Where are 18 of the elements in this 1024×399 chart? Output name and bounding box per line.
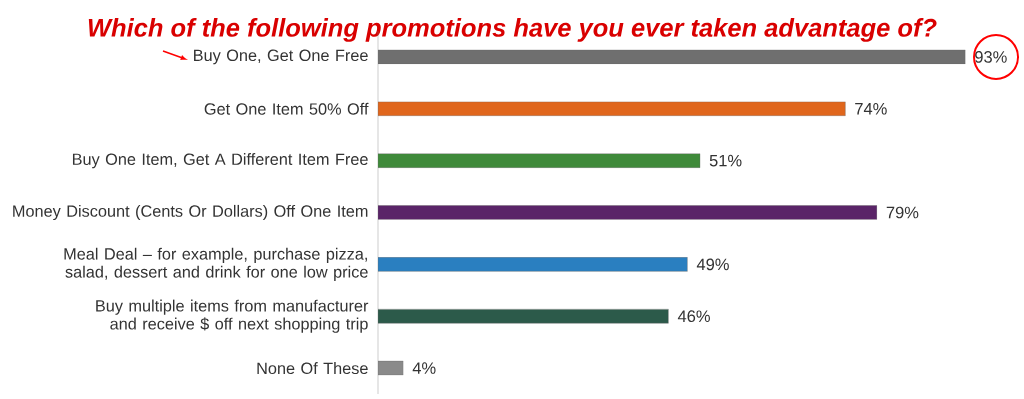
data-label: 93% [975,51,1007,63]
data-label: 79% [886,206,919,219]
chart-title: Which of the following promotions have you ever taken advantage of? [88,18,937,42]
y-tick-label: Get One Item 50% Off [204,102,369,115]
data-label: 49% [696,258,729,271]
data-label: 74% [855,103,887,115]
y-tick-label: Buy One Item, Get A Different Item Free [72,153,368,169]
data-label: 51% [709,154,742,167]
bar [378,101,846,116]
y-tick-label: Buy One, Get One Free [194,49,368,65]
data-label: 4% [412,362,436,374]
bar [378,49,966,65]
y-tick-label: Meal Deal – for example, purchase pizza, salad, dessert and drink for one low price [64,247,368,281]
bar [378,205,878,220]
data-label: 46% [677,310,710,323]
y-tick-label: None Of These [257,362,368,375]
y-tick-label: Money Discount (Cents Or Dollars) Off One Item [13,204,368,221]
y-tick-label: Buy multiple items from manufacturer and receive $ off next shopping trip [96,299,369,333]
